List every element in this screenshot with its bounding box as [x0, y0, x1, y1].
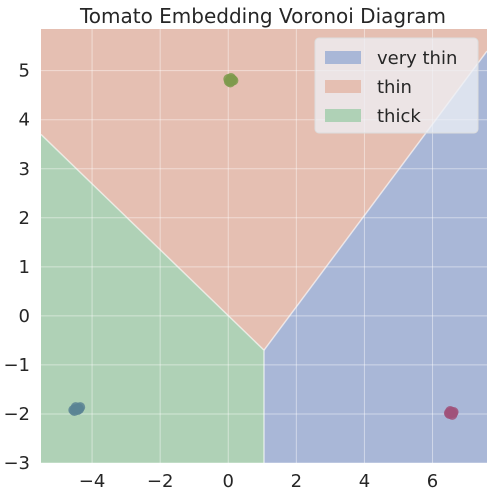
legend-swatch [325, 80, 361, 93]
x-tick-label: −2 [147, 471, 174, 492]
cluster-point-1 [225, 77, 236, 88]
voronoi-region-2 [41, 134, 264, 463]
y-tick-label: 1 [19, 257, 30, 278]
x-tick-label: 2 [291, 471, 302, 492]
legend-swatch [325, 109, 361, 122]
y-tick-label: −1 [3, 355, 30, 376]
x-tick-label: 0 [223, 471, 234, 492]
y-tick-label: −3 [3, 453, 30, 474]
y-tick-label: −2 [3, 404, 30, 425]
cluster-point-2 [443, 408, 454, 418]
y-tick-label: 3 [19, 159, 30, 180]
y-tick-label: 4 [19, 110, 30, 131]
grid-lines [41, 29, 487, 464]
cluster-points [68, 73, 459, 420]
legend: very thin thin thick [314, 37, 479, 134]
y-tick-label: 5 [19, 61, 30, 82]
legend-label: thin [377, 77, 412, 98]
region-border [40, 133, 265, 463]
legend-swatch [325, 51, 361, 64]
axis-ticks: −4 −2 0 2 4 6 −3 −2 −1 0 1 2 3 4 5 [3, 61, 438, 492]
chart-title: Tomato Embedding Voronoi Diagram [79, 4, 446, 28]
x-tick-label: 4 [359, 471, 370, 492]
y-tick-label: 0 [19, 306, 30, 327]
y-tick-label: 2 [19, 208, 30, 229]
legend-label: thick [377, 106, 421, 127]
voronoi-region-0 [264, 51, 487, 463]
cluster-point-0 [74, 404, 85, 415]
x-tick-label: 6 [427, 471, 438, 492]
legend-label: very thin [377, 48, 457, 69]
x-tick-label: −4 [79, 471, 106, 492]
